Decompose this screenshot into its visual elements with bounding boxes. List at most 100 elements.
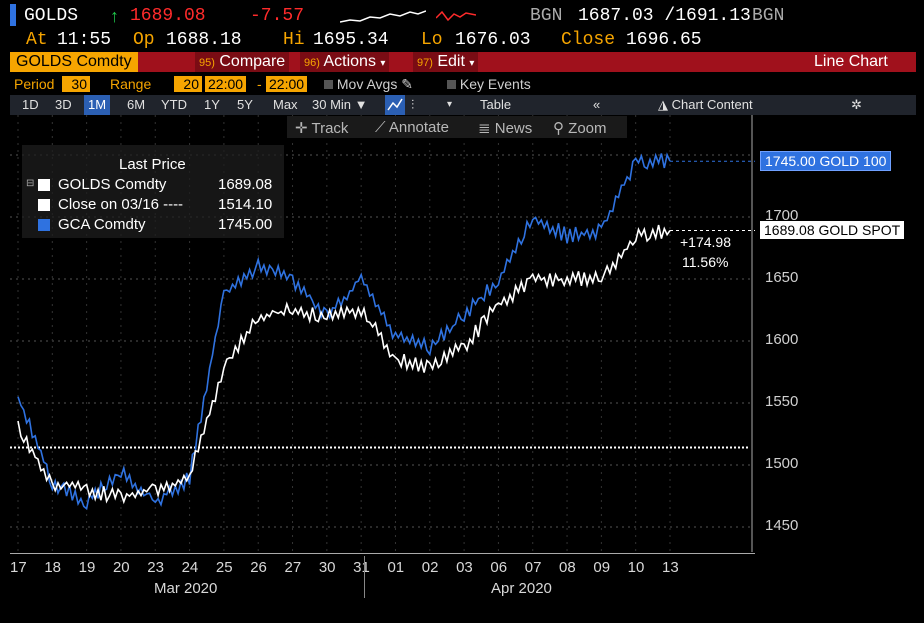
goldspot-tag: 1689.08 GOLD SPOT — [760, 221, 905, 239]
range-max[interactable]: Max — [273, 97, 298, 112]
range-1m[interactable]: 1M — [84, 95, 111, 115]
line-chart-icon[interactable] — [385, 95, 405, 115]
range-label: Range — [110, 76, 152, 92]
range-bar: 1D 3D 1M 6M YTD 1Y 5Y Max 30 Min ▼ ⫶ ▾ T… — [10, 95, 916, 115]
x-tick: 20 — [112, 559, 130, 576]
month-label-apr: Apr 2020 — [491, 580, 552, 597]
chart-content-icon: ◮ — [658, 97, 668, 112]
edit-hotkey: 97) — [417, 57, 433, 69]
ticker-symbol[interactable]: GOLDS — [24, 6, 79, 26]
legend-swatch-2 — [38, 219, 50, 231]
x-tick: 01 — [387, 559, 405, 576]
x-tick: 08 — [559, 559, 576, 576]
change-annotation: +174.98 — [680, 234, 731, 250]
at-label: At — [26, 30, 48, 50]
compare-button[interactable]: 95) Compare — [195, 52, 290, 72]
x-tick: 23 — [147, 559, 164, 576]
chart-type-label[interactable]: Line Chart — [814, 53, 888, 70]
legend-row-1[interactable]: Close on 03/16 ---- 1514.10 — [26, 196, 280, 214]
news-label: News — [494, 120, 533, 137]
time-from-field[interactable]: 22:00 — [205, 76, 247, 92]
source-left: BGN — [530, 6, 563, 26]
legend-swatch-1 — [38, 199, 50, 211]
actions-button[interactable]: 96) Actions ▾ — [300, 52, 390, 72]
high-label: Hi — [283, 30, 305, 50]
y-tick: 1650 — [765, 269, 799, 286]
actions-dropdown-icon: ▾ — [380, 58, 386, 69]
collapse-icon[interactable]: « — [593, 97, 601, 112]
settings-gear-icon[interactable]: ✲ — [851, 97, 862, 112]
y-tick: 1550 — [765, 393, 799, 410]
more-dropdown-icon[interactable]: ▾ — [447, 99, 453, 110]
annotate-label: Annotate — [388, 119, 449, 136]
bid-ask: 1687.03 /1691.13 — [578, 6, 751, 26]
time-to-field[interactable]: 22:00 — [266, 76, 308, 92]
high-value: 1695.34 — [313, 30, 389, 50]
legend-value-0: 1689.08 — [218, 176, 273, 193]
interval-dropdown[interactable]: 30 Min ▼ — [312, 97, 368, 112]
legend-name-2: GCA Comdty — [58, 216, 146, 233]
edit-dropdown-icon: ▾ — [469, 58, 475, 69]
legend: Last Price ⊟ GOLDS Comdty 1689.08 Close … — [22, 145, 284, 238]
open-label: Op — [133, 30, 155, 50]
legend-title: Last Price — [119, 156, 186, 173]
series-line-gca — [17, 152, 671, 511]
x-tick: 25 — [215, 559, 233, 576]
chart-toolbar: ✛ Track ⟋ Annotate ≣ News ⚲ Zoom — [287, 116, 627, 138]
open-value: 1688.18 — [166, 30, 242, 50]
legend-row-2[interactable]: GCA Comdty 1745.00 — [26, 216, 280, 234]
range-3d[interactable]: 3D — [55, 97, 72, 112]
x-tick: 02 — [421, 559, 439, 576]
compare-label: Compare — [219, 53, 286, 70]
x-tick: 19 — [78, 559, 96, 576]
y-tick: 1600 — [765, 331, 799, 348]
interval-dropdown-icon: ▼ — [354, 97, 368, 112]
range-1y[interactable]: 1Y — [204, 97, 220, 112]
x-tick: 06 — [490, 559, 508, 576]
x-tick: 07 — [524, 559, 542, 576]
key-events-box-icon — [447, 80, 456, 89]
range-ytd[interactable]: YTD — [161, 97, 187, 112]
close-value: 1696.65 — [626, 30, 702, 50]
edit-button[interactable]: 97) Edit ▾ — [413, 52, 479, 72]
legend-value-1: 1514.10 — [218, 196, 273, 213]
x-tick: 03 — [456, 559, 473, 576]
up-arrow-icon: ↑ — [110, 6, 119, 26]
key-events-checkbox[interactable]: Key Events — [447, 76, 531, 92]
mov-avgs-checkbox[interactable]: Mov Avgs ✎ — [324, 76, 413, 93]
x-tick: 18 — [44, 559, 61, 576]
mov-avgs-label: Mov Avgs — [336, 76, 398, 92]
range-field[interactable]: 20 — [174, 76, 202, 92]
x-axis-line — [10, 553, 755, 554]
annotate-icon: ⟋ — [375, 119, 386, 136]
bar-chart-icon[interactable]: ⫶ — [411, 97, 415, 112]
key-events-label: Key Events — [459, 76, 531, 92]
x-tick: 27 — [284, 559, 302, 576]
track-button[interactable]: ✛ Track — [295, 119, 348, 137]
zoom-label: Zoom — [568, 120, 607, 137]
legend-value-2: 1745.00 — [218, 216, 273, 233]
security-field[interactable]: GOLDS Comdty — [10, 52, 138, 72]
x-tick: 17 — [10, 559, 27, 576]
period-field[interactable]: 30 — [62, 76, 90, 92]
period-label: Period — [14, 76, 55, 92]
last-price: 1689.08 — [130, 6, 206, 26]
legend-row-0[interactable]: ⊟ GOLDS Comdty 1689.08 — [26, 176, 280, 194]
table-button[interactable]: Table — [480, 97, 512, 112]
edit-label: Edit — [437, 53, 465, 70]
chart-plot[interactable] — [10, 115, 755, 552]
x-tick: 31 — [353, 559, 370, 576]
x-tick: 30 — [318, 559, 336, 576]
zoom-button[interactable]: ⚲ Zoom — [553, 119, 607, 137]
x-tick: 26 — [250, 559, 267, 576]
range-6m[interactable]: 6M — [127, 97, 146, 112]
x-tick: 10 — [627, 559, 645, 576]
news-icon: ≣ — [478, 120, 491, 137]
chart-content-button[interactable]: ◮ Chart Content — [658, 97, 753, 113]
range-5y[interactable]: 5Y — [237, 97, 253, 112]
news-button[interactable]: ≣ News — [478, 119, 532, 137]
range-1d[interactable]: 1D — [22, 97, 39, 112]
close-label: Close — [561, 30, 616, 50]
legend-swatch-0 — [38, 179, 50, 191]
annotate-button[interactable]: ⟋ Annotate — [375, 119, 449, 136]
